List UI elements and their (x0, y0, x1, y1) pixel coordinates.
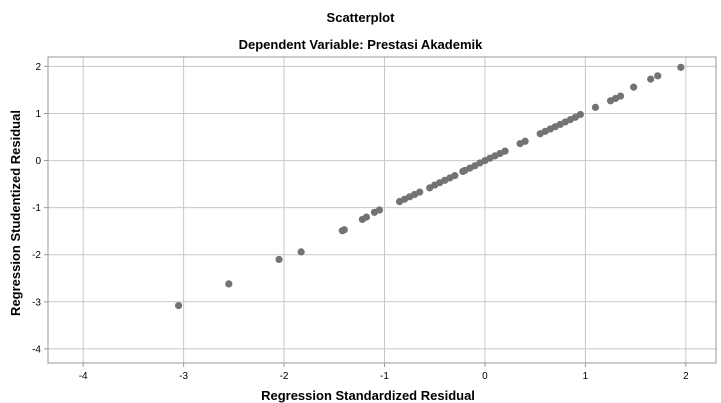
y-tick-label: 0 (35, 156, 41, 167)
data-point (297, 248, 305, 256)
data-point (677, 63, 685, 71)
data-point (340, 226, 348, 234)
data-point (630, 83, 638, 91)
x-tick-label: -4 (79, 371, 88, 382)
chart-title: Scatterplot (327, 10, 396, 25)
data-point (654, 72, 662, 80)
x-tick-label: -2 (280, 371, 289, 382)
data-point (174, 301, 183, 310)
plot-frame (47, 56, 717, 364)
data-point (375, 206, 384, 214)
y-tick-label: -3 (32, 297, 41, 308)
plot-area: -4 -3 -2 -1 0 1 2 2 1 0 -1 -2 -3 -4 (32, 56, 717, 382)
chart-subtitle: Dependent Variable: Prestasi Akademik (239, 37, 484, 52)
y-tick-label: 2 (35, 62, 41, 73)
y-axis-label: Regression Studentized Residual (8, 110, 23, 316)
y-tick-label: -4 (32, 344, 41, 355)
data-point (647, 75, 655, 83)
x-tick-label: -1 (380, 371, 389, 382)
y-tick-label: -1 (32, 203, 41, 214)
data-point (616, 92, 625, 100)
data-point (591, 103, 600, 111)
data-point (275, 255, 283, 264)
x-axis-label: Regression Standardized Residual (261, 388, 475, 403)
data-point (362, 213, 371, 221)
y-tick-label: -2 (32, 250, 41, 261)
x-tick-label: 0 (482, 371, 488, 382)
x-tick-label: 1 (583, 371, 589, 382)
data-point (501, 147, 509, 155)
data-point (416, 188, 424, 196)
y-tick-label: 1 (35, 109, 41, 120)
data-point (451, 172, 459, 180)
data-point (521, 137, 529, 145)
data-point (225, 280, 233, 288)
x-tick-label: -3 (179, 371, 188, 382)
x-tick-label: 2 (683, 371, 689, 382)
data-point (576, 110, 584, 119)
